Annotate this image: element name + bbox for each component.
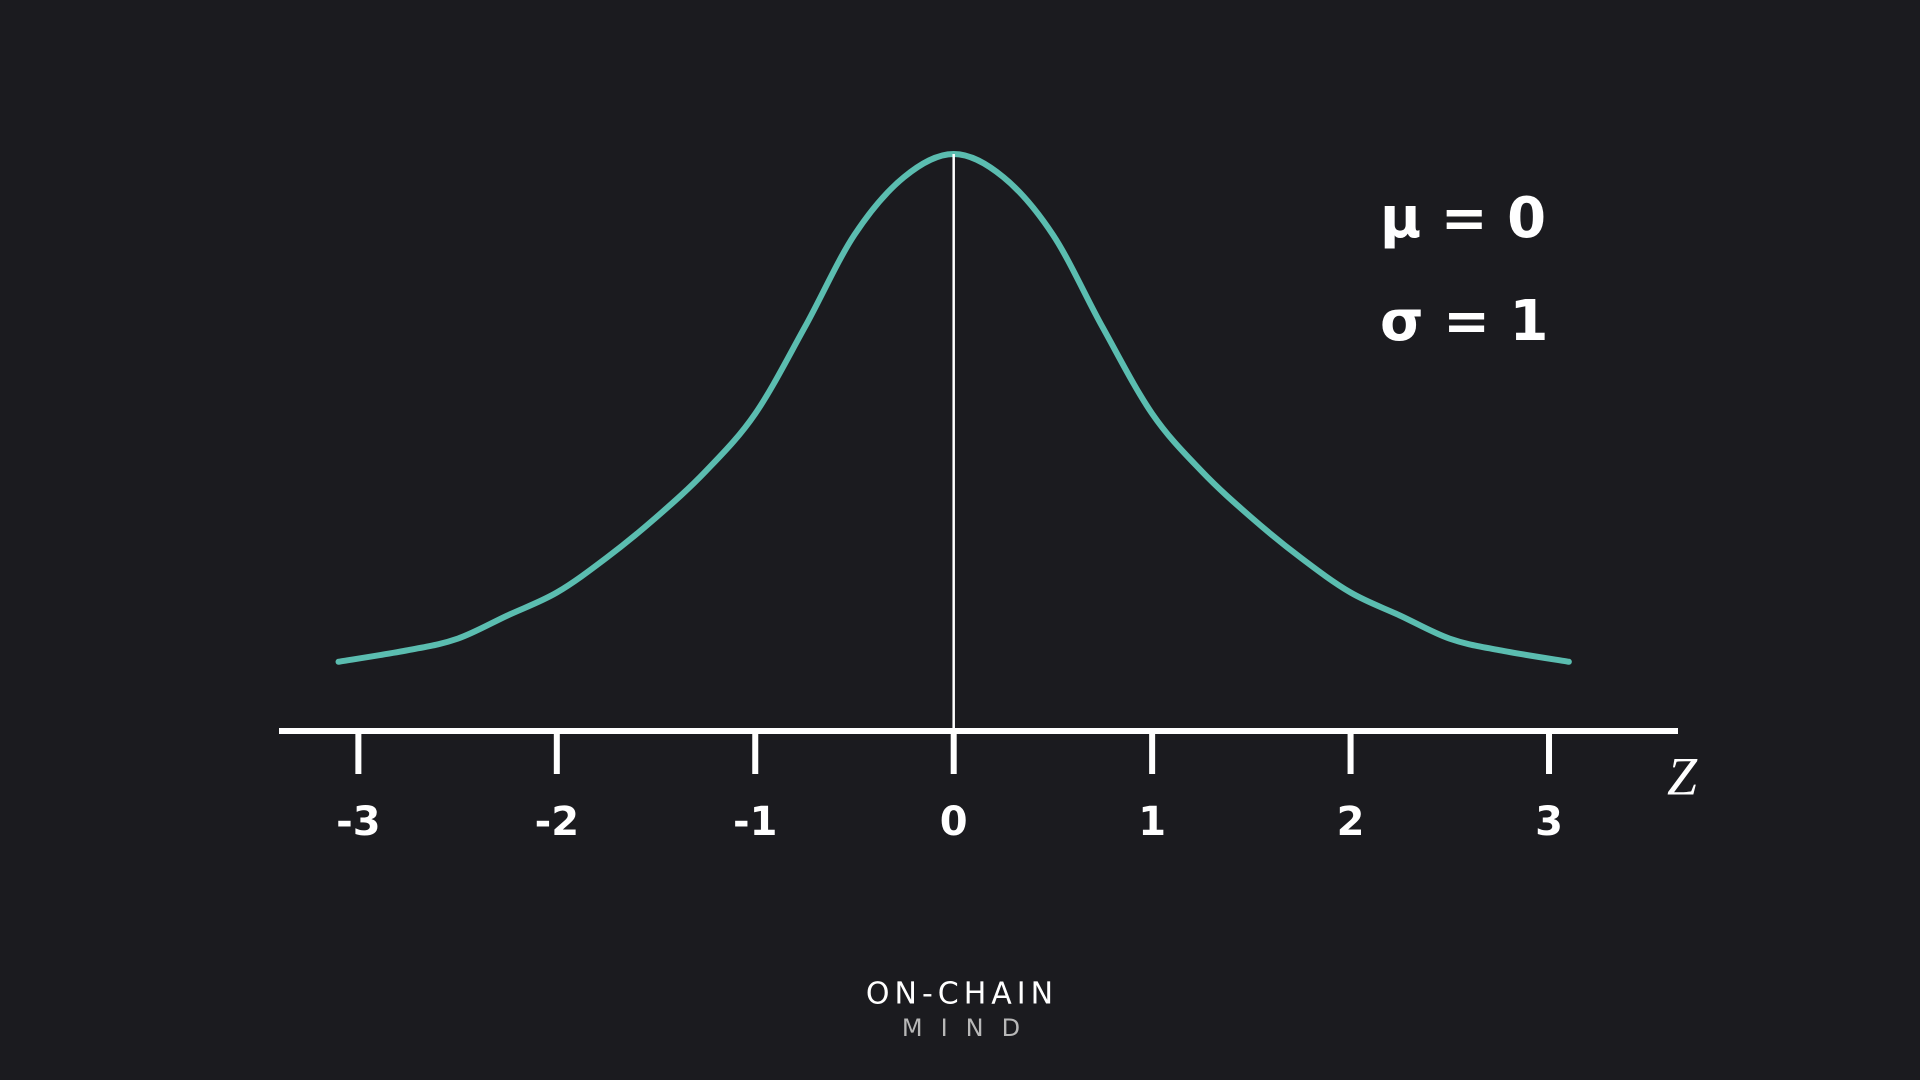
x-tick-label: -2 bbox=[535, 799, 579, 845]
x-tick-label: -1 bbox=[733, 799, 777, 845]
annotation: μ = 0 bbox=[1380, 186, 1546, 251]
x-tick-label: 2 bbox=[1337, 799, 1365, 845]
x-tick-label: -3 bbox=[336, 799, 380, 845]
x-axis-label: Z bbox=[1667, 746, 1698, 806]
x-tick-label: 3 bbox=[1535, 799, 1563, 845]
x-tick-label: 1 bbox=[1138, 799, 1166, 845]
brand-line: ON-CHAIN bbox=[866, 977, 1058, 1012]
brand-line: MIND bbox=[902, 1014, 1038, 1042]
annotation: σ = 1 bbox=[1380, 289, 1549, 354]
x-tick-label: 0 bbox=[940, 799, 968, 845]
